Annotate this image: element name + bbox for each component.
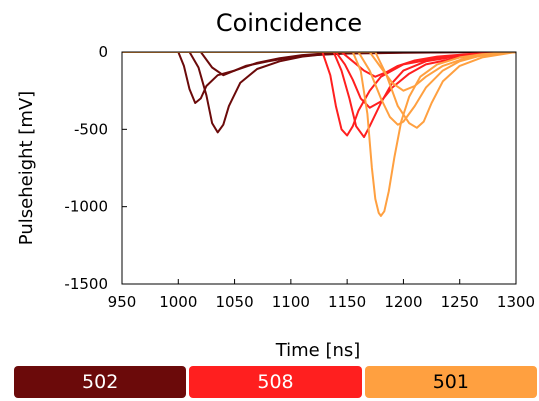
y-tick-label: -1500 [64, 275, 108, 293]
series-line-502-trace-1 [122, 52, 516, 104]
x-tick-label: 1000 [159, 293, 197, 311]
legend-label: 501 [432, 371, 469, 393]
x-tick-label: 1050 [215, 293, 253, 311]
x-tick-label: 1300 [497, 293, 535, 311]
series-line-502-trace-3 [122, 52, 516, 77]
legend-item-502[interactable]: 502 [14, 366, 187, 398]
y-tick-label: -1000 [64, 198, 108, 216]
x-tick-label: 950 [108, 293, 137, 311]
x-tick-label: 1200 [384, 293, 422, 311]
legend-label: 502 [82, 371, 119, 393]
chart: Coincidence 950 1000 1050 1100 1150 1200 1250 1… [16, 9, 535, 360]
legend-label: 508 [257, 371, 294, 393]
y-tick-label: -500 [74, 120, 108, 138]
series-line-508-trace-4 [122, 52, 516, 78]
series-line-501-trace-4 [122, 52, 516, 92]
x-tick-label: 1100 [272, 293, 310, 311]
legend-item-508[interactable]: 508 [189, 366, 362, 398]
chart-title: Coincidence [216, 9, 362, 37]
series-line-501-trace-1 [122, 52, 516, 217]
legend: 502 508 501 [14, 366, 537, 398]
x-tick-label: 1250 [441, 293, 479, 311]
y-tick-label: 0 [98, 43, 108, 61]
plot-frame [121, 51, 517, 285]
series-line-508-trace-1 [122, 52, 516, 137]
y-axis-label: Pulseheight [mV] [16, 91, 37, 245]
legend-item-501[interactable]: 501 [364, 366, 537, 398]
series-line-508-trace-2 [122, 52, 516, 139]
x-axis-label: Time [ns] [275, 340, 361, 360]
series-line-501-trace-2 [122, 52, 516, 126]
series-line-502-trace-2 [122, 52, 516, 134]
x-tick-label: 1150 [328, 293, 366, 311]
